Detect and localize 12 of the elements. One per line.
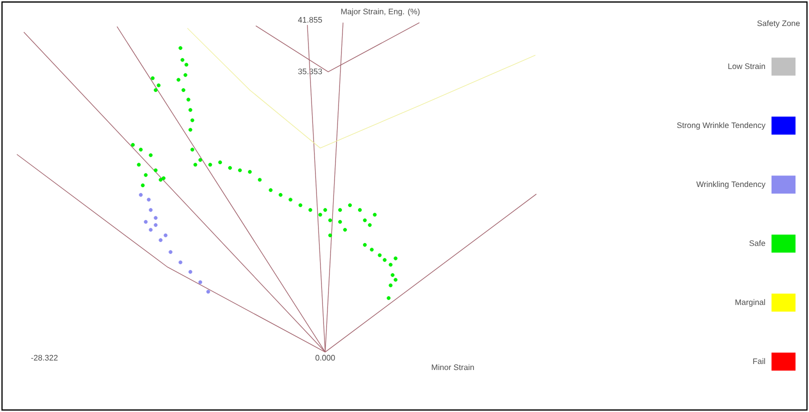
y-tick-label: 41.855 bbox=[298, 16, 322, 23]
legend-label: Low Strain bbox=[728, 63, 765, 70]
legend-label: Strong Wrinkle Tendency bbox=[677, 122, 766, 130]
legend-label: Marginal bbox=[735, 299, 765, 307]
legend-label: Wrinkling Tendency bbox=[696, 181, 766, 189]
x-axis-title: Minor Strain bbox=[432, 364, 474, 370]
legend-label: Fail bbox=[753, 358, 765, 364]
y-axis-title: Major Strain, Eng. (%) bbox=[341, 8, 420, 16]
legend-label: Safe bbox=[749, 240, 766, 246]
x-tick-label: -28.322 bbox=[31, 354, 58, 361]
x-tick-label: 0.000 bbox=[316, 354, 335, 361]
legend-title: Safety Zone bbox=[757, 20, 800, 28]
